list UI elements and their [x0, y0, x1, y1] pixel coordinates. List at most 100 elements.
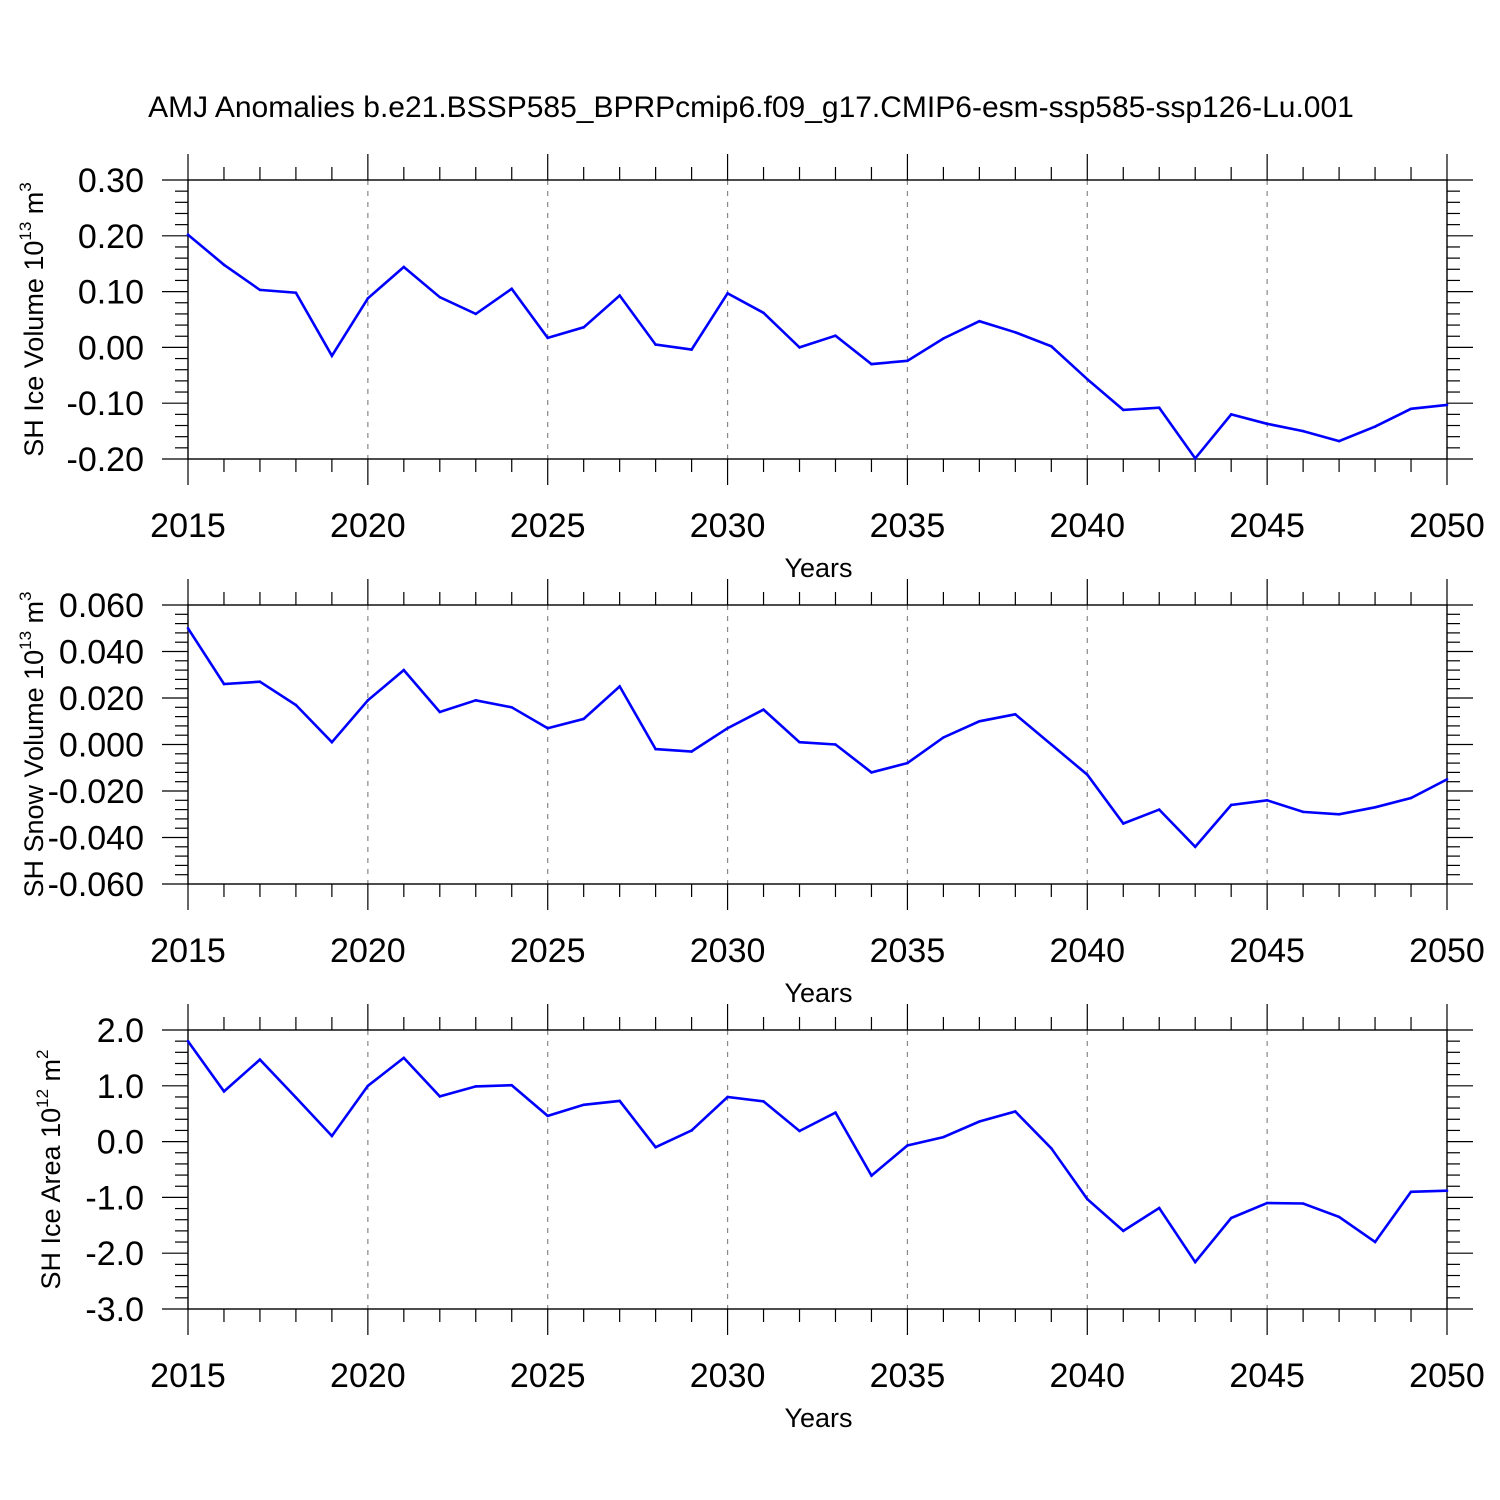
y-axis-label-text: SH Ice Area 10: [36, 1108, 66, 1290]
data-point: [1014, 1110, 1017, 1113]
x-tick-label: 2015: [150, 507, 226, 545]
x-tick-label: 2035: [870, 1357, 946, 1395]
data-point: [474, 312, 478, 316]
data-point: [474, 699, 478, 702]
y-axis-label: SH Ice Area 1012 m2: [33, 1050, 66, 1290]
data-point: [510, 706, 514, 709]
data-point: [1409, 796, 1413, 800]
data-point: [1229, 1216, 1233, 1220]
y-axis-label-unit: m: [36, 1059, 66, 1089]
y-tick-label: -1.0: [85, 1179, 144, 1217]
data-point: [942, 337, 945, 340]
data-point: [1265, 1201, 1269, 1205]
x-tick-label: 2040: [1049, 507, 1125, 545]
data-point: [1157, 406, 1161, 409]
panel-2: 0.0600.0400.0200.000-0.020-0.040-0.06020…: [16, 579, 1485, 1008]
y-axis-label-text: SH Snow Volume 10: [19, 650, 49, 898]
data-point: [654, 1145, 657, 1149]
data-point: [186, 626, 190, 630]
y-tick-label: 0.00: [78, 329, 144, 367]
data-point: [510, 287, 514, 291]
x-tick-label: 2030: [690, 507, 766, 545]
y-tick-label: -3.0: [85, 1291, 144, 1329]
data-point: [1193, 1260, 1197, 1264]
chart-title: AMJ Anomalies b.e21.BSSP585_BPRPcmip6.f0…: [148, 91, 1354, 124]
x-tick-label: 2025: [510, 507, 586, 545]
x-tick-label: 2030: [690, 1357, 766, 1395]
data-point: [942, 1135, 945, 1139]
data-point: [258, 680, 262, 684]
data-point: [1050, 344, 1053, 348]
data-point: [870, 1174, 873, 1177]
data-point: [402, 265, 406, 269]
y-axis-label-exponent: 13: [16, 631, 35, 650]
y-axis-label-exponent: 12: [33, 1089, 52, 1108]
data-point: [1337, 812, 1341, 816]
x-tick-label: 2040: [1049, 932, 1125, 970]
y-tick-label: 0.000: [59, 727, 144, 765]
y-tick-label: 0.10: [78, 274, 144, 312]
y-axis-label-unit-exponent: 2: [33, 1050, 52, 1059]
data-point: [1121, 1229, 1125, 1233]
data-point: [1193, 845, 1197, 849]
y-tick-label: 2.0: [97, 1012, 144, 1050]
plot-frame: [187, 1029, 1448, 1310]
data-point: [1121, 408, 1125, 412]
x-tick-label: 2045: [1229, 932, 1305, 970]
data-point: [690, 348, 693, 351]
y-axis-label-exponent: 13: [16, 222, 35, 241]
data-point: [1373, 805, 1377, 809]
data-point: [1085, 377, 1089, 381]
data-point: [618, 1099, 621, 1103]
data-point: [258, 288, 262, 292]
data-point: [1373, 1240, 1377, 1244]
data-point: [906, 761, 909, 765]
data-point: [1014, 331, 1017, 334]
data-point: [330, 740, 334, 744]
data-point: [222, 263, 226, 267]
y-axis-label-unit: m: [19, 601, 49, 631]
x-tick-label: 2020: [330, 1357, 406, 1395]
x-axis-label: Years: [784, 553, 852, 583]
x-tick-label: 2015: [150, 932, 226, 970]
data-point: [870, 362, 873, 366]
data-point: [726, 726, 729, 730]
data-point: [546, 1114, 550, 1118]
data-point: [1337, 439, 1341, 443]
data-point: [582, 717, 585, 721]
data-point: [942, 736, 945, 739]
y-tick-label: -0.10: [67, 385, 145, 423]
data-point: [582, 326, 585, 329]
data-point: [1373, 425, 1377, 428]
data-point: [1445, 778, 1449, 781]
data-point: [294, 703, 298, 707]
data-point: [762, 1100, 765, 1103]
data-point: [330, 354, 334, 358]
data-point: [1265, 422, 1269, 426]
y-axis-label-unit: m: [19, 192, 49, 222]
data-point: [186, 1039, 190, 1043]
data-point: [402, 668, 406, 672]
data-point: [294, 1096, 298, 1099]
x-tick-label: 2015: [150, 1357, 226, 1395]
data-point: [186, 233, 190, 236]
data-point: [654, 747, 657, 751]
y-tick-label: 0.020: [59, 680, 144, 718]
data-point: [978, 1120, 981, 1123]
data-point: [1050, 743, 1053, 746]
x-tick-label: 2035: [870, 507, 946, 545]
y-tick-label: 0.20: [78, 218, 144, 256]
y-tick-label: -0.20: [67, 441, 145, 479]
data-point: [1265, 799, 1269, 802]
x-tick-label: 2040: [1049, 1357, 1125, 1395]
data-point: [294, 291, 298, 295]
data-point: [618, 685, 621, 688]
data-point: [1157, 808, 1161, 811]
data-point: [402, 1056, 406, 1060]
y-tick-label: 0.30: [78, 162, 144, 200]
data-point: [1409, 1190, 1413, 1194]
data-point: [546, 726, 550, 730]
data-point: [654, 343, 657, 346]
series-line: [187, 233, 1448, 461]
